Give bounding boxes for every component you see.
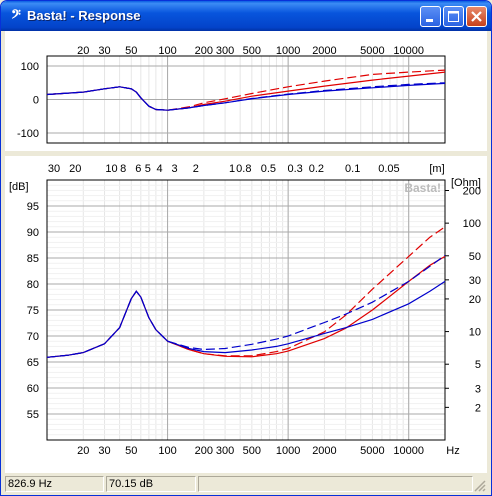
phase-plot-frame [46, 55, 446, 144]
freq-tick-label: 300 [216, 445, 234, 457]
close-button[interactable] [466, 6, 487, 27]
freq-tick-label: 10000 [393, 45, 424, 57]
response-plot-frame [46, 179, 446, 441]
maximize-button[interactable] [443, 6, 464, 27]
watermark-logo: Basta! [404, 181, 441, 195]
phase-y-tick-label: 0 [33, 95, 39, 107]
phase-y-tick-label: 100 [21, 61, 39, 73]
response-series-2-dashed [46, 226, 446, 358]
left-axis-unit: [dB] [9, 181, 29, 193]
status-frequency: 826.9 Hz [5, 476, 104, 492]
freq-tick-label: 50 [125, 45, 137, 57]
minimize-button[interactable] [420, 6, 441, 27]
left-tick-label: 90 [27, 227, 39, 239]
wavelength-tick-label: 1 [229, 163, 235, 175]
response-background [5, 156, 487, 473]
left-tick-label: 80 [27, 279, 39, 291]
freq-tick-label: 30 [98, 445, 110, 457]
wavelength-tick-label: 0.5 [261, 163, 276, 175]
wavelength-tick-label: 6 [135, 163, 141, 175]
response-series-4-dashed [46, 254, 446, 358]
phase-y-tick-label: -100 [17, 128, 39, 140]
phase-chart[interactable]: 20 30 50 100 200 300 500 1000 2000 5000 100001000-… [5, 31, 487, 151]
freq-tick-label: 10000 [393, 445, 424, 457]
left-tick-label: 95 [27, 201, 39, 213]
left-tick-label: 70 [27, 331, 39, 343]
left-tick-label: 55 [27, 409, 39, 421]
wavelength-tick-label: 20 [69, 163, 81, 175]
freq-tick-label: 30 [98, 45, 110, 57]
left-tick-label: 60 [27, 383, 39, 395]
freq-tick-label: Hz [446, 445, 459, 457]
minimize-icon [426, 19, 433, 22]
freq-tick-label: 1000 [276, 445, 300, 457]
maximize-icon [448, 11, 459, 22]
freq-tick-label: 200 [195, 45, 213, 57]
phase-series-4-dashed [46, 82, 446, 111]
right-axis-unit: [Ohm] [451, 177, 481, 189]
wavelength-tick-label: 30 [48, 163, 60, 175]
freq-tick-label: 200 [195, 445, 213, 457]
freq-tick-label: 20 [77, 45, 89, 57]
status-empty [198, 476, 473, 492]
wavelength-tick-label: 0.1 [345, 163, 360, 175]
wavelength-tick-label: 8 [120, 163, 126, 175]
left-tick-label: 85 [27, 253, 39, 265]
bass-clef-icon[interactable]: 𝄢 [11, 7, 21, 25]
freq-tick-label: 500 [243, 445, 261, 457]
right-tick-label: 20 [469, 294, 481, 306]
right-tick-label: 30 [469, 275, 481, 287]
response-series-3-solid [46, 280, 446, 358]
pane-splitter[interactable] [5, 151, 487, 156]
freq-tick-label: 100 [158, 445, 176, 457]
wavelength-tick-label: 0.8 [236, 163, 251, 175]
freq-tick-label: 100 [158, 45, 176, 57]
close-icon [471, 11, 482, 22]
wavelength-tick-label: 2 [193, 163, 199, 175]
wavelength-tick-label: 0.3 [288, 163, 303, 175]
right-tick-label: 200 [463, 186, 481, 198]
freq-tick-label: 5000 [360, 45, 384, 57]
freq-tick-label: 500 [243, 45, 261, 57]
resize-grip-icon[interactable] [474, 480, 486, 492]
left-tick-label: 65 [27, 357, 39, 369]
right-tick-label: 3 [475, 383, 481, 395]
freq-tick-label: 2000 [312, 445, 336, 457]
right-tick-label: 50 [469, 251, 481, 263]
freq-tick-label: 300 [216, 45, 234, 57]
freq-tick-label: 20 [77, 445, 89, 457]
right-tick-label: 5 [475, 359, 481, 371]
status-level: 70.15 dB [106, 476, 196, 492]
window-title: Basta! - Response [27, 8, 141, 23]
title-bar[interactable]: 𝄢 Basta! - Response [1, 1, 491, 31]
freq-tick-label: 2000 [312, 45, 336, 57]
wavelength-tick-label: 5 [145, 163, 151, 175]
wavelength-tick-label: 10 [105, 163, 117, 175]
freq-tick-label: 1000 [276, 45, 300, 57]
wavelength-tick-label: 4 [156, 163, 162, 175]
chart-area[interactable]: 20 30 50 100 200 300 500 1000 2000 5000 10000 100 0-… [5, 31, 487, 473]
right-tick-label: 2 [475, 402, 481, 414]
wavelength-tick-label: 0.05 [378, 163, 399, 175]
left-tick-label: 75 [27, 305, 39, 317]
wavelength-tick-label: [m] [429, 163, 444, 175]
wavelength-tick-label: 0.2 [309, 163, 324, 175]
response-chart[interactable]: 30 20 10 8 6 5 4 3 2 1 0.8 0.5 0.3 0.2 0.1 0.05 [m][dB]9… [5, 156, 487, 473]
wavelength-tick-label: 3 [172, 163, 178, 175]
phase-background [5, 31, 487, 151]
right-tick-label: 100 [463, 218, 481, 230]
freq-tick-label: 5000 [360, 445, 384, 457]
status-bar: 826.9 Hz 70.15 dB [5, 475, 487, 493]
right-tick-label: 10 [469, 327, 481, 339]
freq-tick-label: 50 [125, 445, 137, 457]
